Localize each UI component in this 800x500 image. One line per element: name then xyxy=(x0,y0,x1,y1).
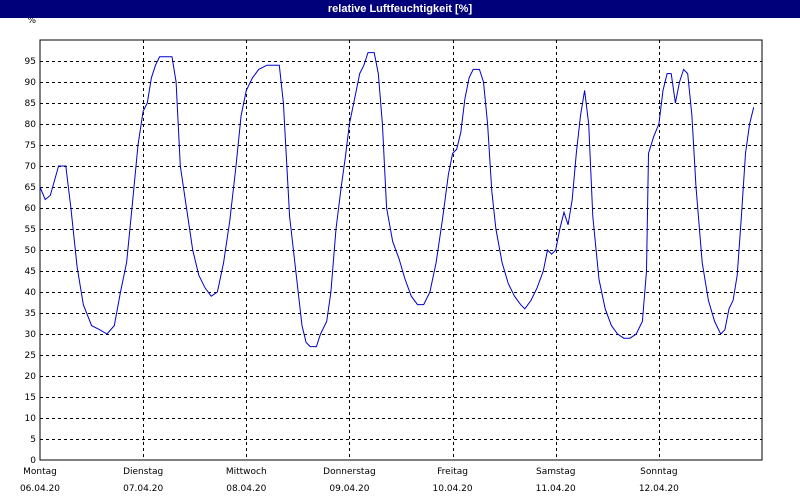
y-tick-label: 55 xyxy=(25,225,36,235)
day-name-label: Sonntag xyxy=(640,467,677,477)
chart-title: relative Luftfeuchtigkeit [%] xyxy=(0,0,800,18)
y-tick-label: 35 xyxy=(25,309,36,319)
day-name-label: Freitag xyxy=(437,467,468,477)
y-tick-label: 40 xyxy=(25,288,37,298)
y-tick-label: 25 xyxy=(25,351,36,361)
y-tick-label: 90 xyxy=(25,78,37,88)
day-name-label: Donnerstag xyxy=(323,467,376,477)
humidity-series-line xyxy=(39,52,755,348)
day-name-label: Montag xyxy=(23,467,57,477)
y-tick-label: 30 xyxy=(25,330,37,340)
y-tick-label: 70 xyxy=(25,162,37,172)
y-tick-label: 45 xyxy=(25,267,36,277)
day-name-label: Dienstag xyxy=(123,467,163,477)
y-tick-label: 75 xyxy=(25,141,36,151)
y-tick-label: 10 xyxy=(25,414,37,424)
y-tick-label: 5 xyxy=(30,435,36,445)
y-tick-label: 80 xyxy=(25,120,37,130)
humidity-line-chart: 0 5 10 15 20 25 30 35 40 45 50 55 60 65 70 75 80 85 90 95% M… xyxy=(20,18,763,494)
day-date-label: 08.04.20 xyxy=(226,484,266,494)
y-tick-label: 95 xyxy=(25,57,36,67)
y-tick-label: 65 xyxy=(25,183,36,193)
day-date-label: 11.04.20 xyxy=(536,484,576,494)
y-tick-label: 15 xyxy=(25,393,36,403)
day-name-label: Samstag xyxy=(536,467,575,477)
day-date-label: 10.04.20 xyxy=(433,484,473,494)
y-tick-label: 85 xyxy=(25,99,36,109)
day-date-label: 06.04.20 xyxy=(20,484,60,494)
y-tick-label: 60 xyxy=(25,204,37,214)
day-date-label: 07.04.20 xyxy=(123,484,163,494)
y-tick-label: 0 xyxy=(30,456,36,466)
y-axis-label: % xyxy=(27,18,36,26)
day-name-label: Mittwoch xyxy=(226,467,267,477)
y-tick-label: 50 xyxy=(25,246,37,256)
y-tick-label: 20 xyxy=(25,372,37,382)
day-date-label: 12.04.20 xyxy=(639,484,679,494)
day-date-label: 09.04.20 xyxy=(329,484,369,494)
